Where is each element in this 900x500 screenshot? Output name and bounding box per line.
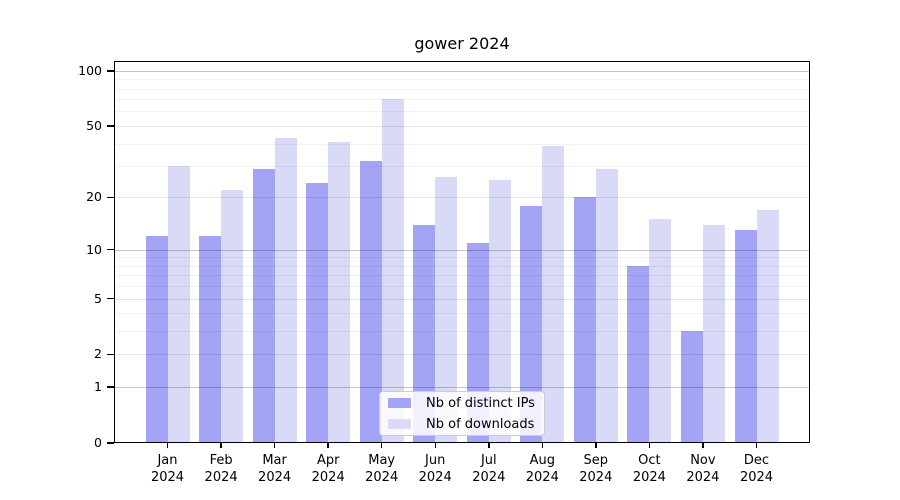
x-tick-label-apr: Apr 2024 (311, 453, 345, 485)
y-tick-label-1: 1 (94, 379, 102, 395)
y-tick-mark-0 (107, 442, 114, 444)
x-tick-label-mar: Mar 2024 (258, 453, 292, 485)
x-tick-mark-may (380, 443, 383, 448)
x-tick-mark-sep (595, 443, 597, 448)
bar-distinct-ips-oct (627, 265, 650, 443)
legend: Nb of distinct IPs Nb of downloads (379, 391, 545, 436)
chart-title: gower 2024 (414, 34, 510, 53)
gridline-5 (114, 298, 810, 300)
bar-downloads-apr (328, 141, 351, 443)
y-tick-label-100: 100 (78, 62, 102, 78)
bar-distinct-ips-mar (252, 168, 275, 443)
gridline-minor-4 (114, 313, 810, 315)
y-tick-mark-5 (107, 297, 114, 300)
x-tick-mark-nov (702, 443, 704, 448)
gridline-2 (114, 354, 810, 356)
legend-label-downloads: Nb of downloads (426, 416, 535, 432)
bar-distinct-ips-dec (734, 230, 757, 443)
bar-downloads-sep (595, 168, 618, 443)
legend-swatch-downloads (388, 419, 411, 429)
bar-distinct-ips-jan (145, 236, 168, 443)
x-tick-mark-dec (755, 443, 758, 448)
x-tick-mark-oct (648, 443, 651, 448)
x-tick-label-jul: Jul 2024 (472, 453, 506, 485)
bar-downloads-oct (649, 219, 672, 443)
bar-downloads-nov (702, 224, 725, 443)
bar-downloads-jan (167, 166, 190, 443)
bar-distinct-ips-nov (680, 331, 703, 443)
x-tick-label-feb: Feb 2024 (204, 453, 238, 485)
gridline-minor-6 (114, 286, 810, 288)
legend-row-distinct-ips: Nb of distinct IPs (380, 394, 544, 412)
gridline-minor-30 (114, 166, 810, 167)
x-tick-mark-jul (488, 443, 490, 448)
y-tick-mark-1 (107, 386, 114, 388)
gridline-minor-7 (114, 275, 810, 277)
y-tick-label-2: 2 (94, 346, 102, 362)
bar-distinct-ips-may (359, 161, 382, 443)
bar-distinct-ips-sep (573, 197, 596, 443)
gridline-minor-40 (114, 143, 810, 145)
gridline-minor-90 (114, 79, 810, 81)
y-tick-label-0: 0 (94, 435, 102, 450)
x-tick-label-dec: Dec 2024 (739, 453, 774, 485)
x-tick-label-sep: Sep 2024 (579, 453, 613, 485)
y-tick-mark-50 (107, 125, 114, 127)
gridline-1 (114, 387, 810, 389)
y-tick-label-20: 20 (86, 189, 102, 205)
x-tick-mark-mar (273, 443, 276, 448)
bar-downloads-may (381, 99, 404, 443)
gridline-minor-80 (114, 88, 810, 90)
x-tick-mark-jun (434, 443, 436, 448)
x-tick-label-jan: Jan 2024 (150, 453, 185, 485)
x-tick-mark-aug (541, 443, 544, 448)
bar-downloads-mar (274, 137, 297, 443)
gridline-100 (114, 70, 810, 72)
bar-distinct-ips-jun (413, 224, 436, 443)
gridline-10 (114, 249, 810, 251)
plot-area (114, 61, 810, 443)
gridline-minor-60 (114, 111, 810, 113)
bar-distinct-ips-feb (199, 236, 222, 443)
y-tick-label-10: 10 (86, 241, 102, 257)
y-tick-mark-10 (107, 248, 114, 251)
y-tick-label-50: 50 (86, 117, 102, 133)
gridline-minor-9 (114, 257, 810, 259)
gridline-50 (114, 125, 810, 127)
x-tick-label-oct: Oct 2024 (632, 453, 666, 485)
y-tick-mark-100 (107, 70, 114, 72)
x-tick-label-may: May 2024 (365, 453, 399, 485)
y-tick-mark-2 (107, 353, 114, 356)
bar-downloads-jul (488, 180, 511, 443)
x-tick-mark-apr (327, 443, 329, 448)
gridline-minor-3 (114, 331, 810, 333)
bar-distinct-ips-aug (520, 205, 543, 443)
legend-swatch-distinct-ips (388, 398, 411, 408)
legend-row-downloads: Nb of downloads (380, 415, 544, 433)
x-tick-label-nov: Nov 2024 (686, 453, 720, 485)
bar-downloads-dec (756, 209, 779, 443)
gridline-minor-8 (114, 265, 810, 267)
bar-downloads-jun (435, 177, 458, 443)
y-tick-label-5: 5 (94, 290, 102, 306)
x-tick-mark-feb (220, 443, 222, 448)
gridline-minor-70 (114, 99, 810, 101)
x-tick-label-aug: Aug 2024 (525, 453, 559, 485)
legend-label-distinct-ips: Nb of distinct IPs (426, 395, 535, 411)
y-tick-mark-20 (107, 196, 114, 199)
bar-distinct-ips-apr (306, 183, 329, 443)
bar-downloads-aug (542, 145, 565, 443)
bar-downloads-feb (221, 190, 244, 443)
gridline-20 (114, 197, 810, 199)
x-tick-mark-jan (166, 443, 169, 448)
x-tick-label-jun: Jun 2024 (418, 453, 452, 485)
